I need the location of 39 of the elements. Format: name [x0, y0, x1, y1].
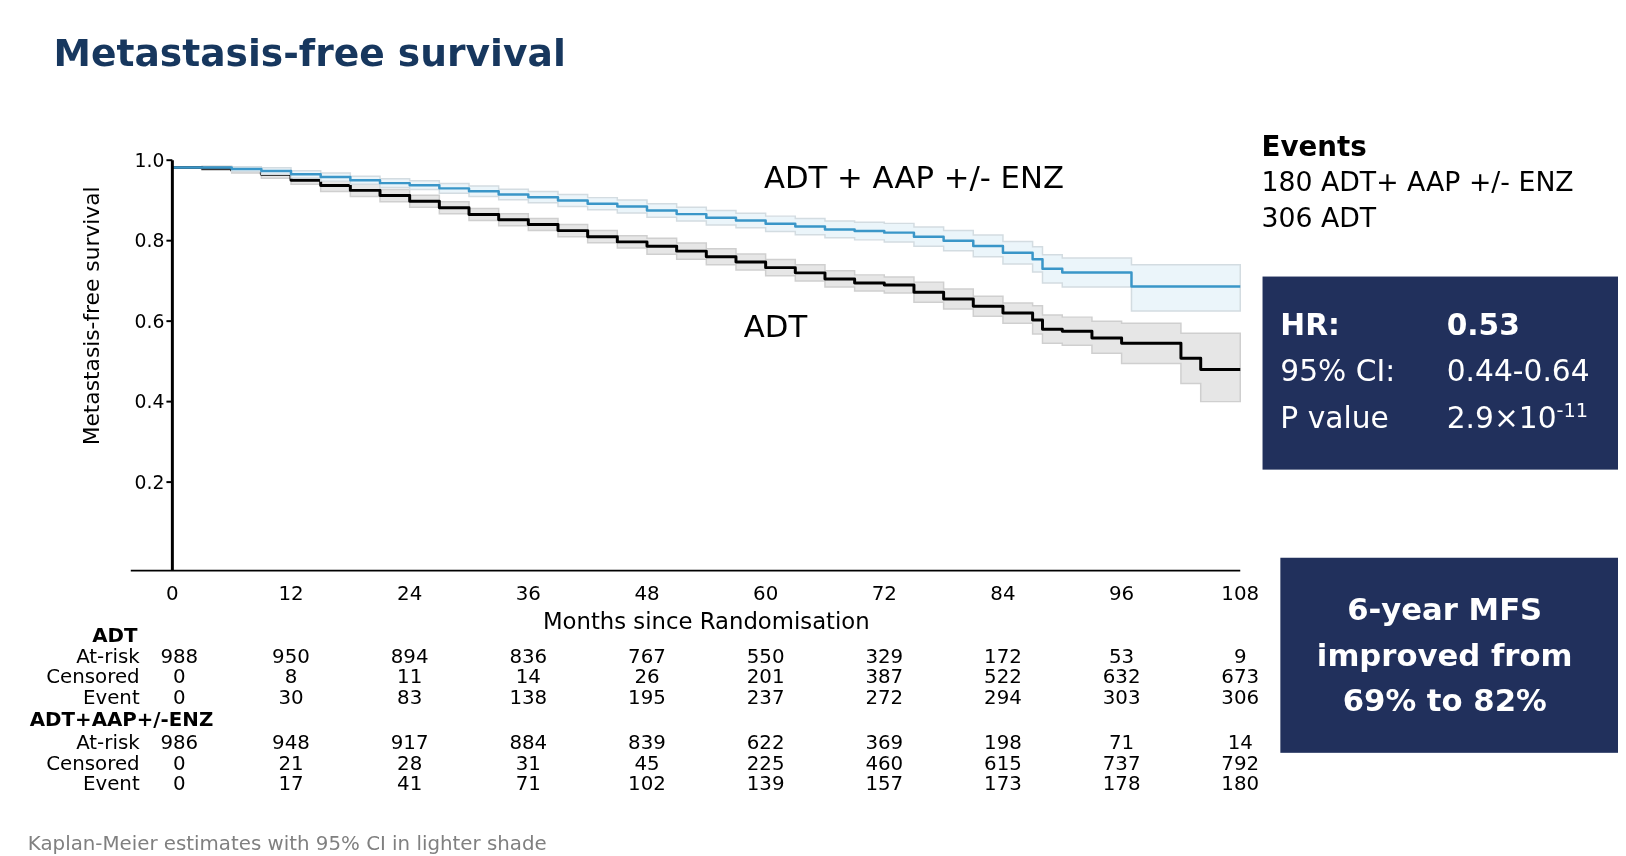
y-tick-label: 0.4: [134, 391, 165, 413]
y-tick-label: 0.6: [134, 310, 165, 332]
text: 95% CI:: [1280, 353, 1396, 389]
text: ADT+AAP+/-ENZ: [29, 708, 214, 732]
x-tick-label: 12: [278, 582, 304, 606]
x-tick-label: 36: [515, 582, 541, 606]
x-axis-title: Months since Randomisation: [542, 608, 870, 635]
chart-title: Metastasis-free survival: [53, 30, 566, 75]
text: Events: [1261, 129, 1367, 163]
x-tick-label: 60: [753, 582, 779, 606]
text: 6-year MFS improved from 69% to 82%: [1316, 592, 1573, 719]
y-tick-label: 0.2: [134, 471, 165, 493]
x-tick-label: 24: [397, 582, 423, 606]
text: HR:: [1280, 306, 1340, 342]
series-label: ADT: [743, 309, 808, 345]
y-tick-label: 1.0: [134, 149, 165, 171]
text: At-risk 988 950 894 836 767 550 329 172 53 9: [76, 644, 1247, 668]
text: Kaplan-Meier estimates with 95% CI in lighter shade: [27, 831, 547, 855]
text: 0.53: [1446, 306, 1520, 342]
x-tick-label: 0: [166, 582, 179, 606]
x-tick-label: 72: [871, 582, 897, 606]
x-tick-label: 108: [1221, 582, 1260, 606]
text: Event 0 30 83 138 195 237 272 294 303 306: [82, 686, 1260, 710]
text: P value: [1280, 400, 1389, 436]
x-tick-label: 84: [990, 582, 1016, 606]
series-label: ADT + AAP +/- ENZ: [763, 160, 1064, 196]
text: Event 0 17 41 71 102 139 157 173 178 180: [82, 772, 1260, 796]
text: 180 ADT+ AAP +/- ENZ: [1261, 166, 1574, 198]
x-tick-label: 96: [1109, 582, 1135, 606]
text: 306 ADT: [1261, 202, 1377, 234]
text: Censored 0 8 11 14 26 201 387 522 632 673: [46, 665, 1260, 689]
y-axis-title: Metastasis-free survival: [79, 186, 105, 446]
text: 0.44-0.64: [1446, 353, 1590, 389]
x-tick-label: 48: [634, 582, 660, 606]
text: ADT: [92, 623, 139, 647]
text: 2.9×10$^{-11}$: [1446, 398, 1589, 436]
text: At-risk 986 948 917 884 839 622 369 198 71 14: [76, 730, 1253, 754]
y-tick-label: 0.8: [134, 230, 165, 252]
text: Censored 0 21 28 31 45 225 460 615 737 792: [46, 751, 1260, 775]
